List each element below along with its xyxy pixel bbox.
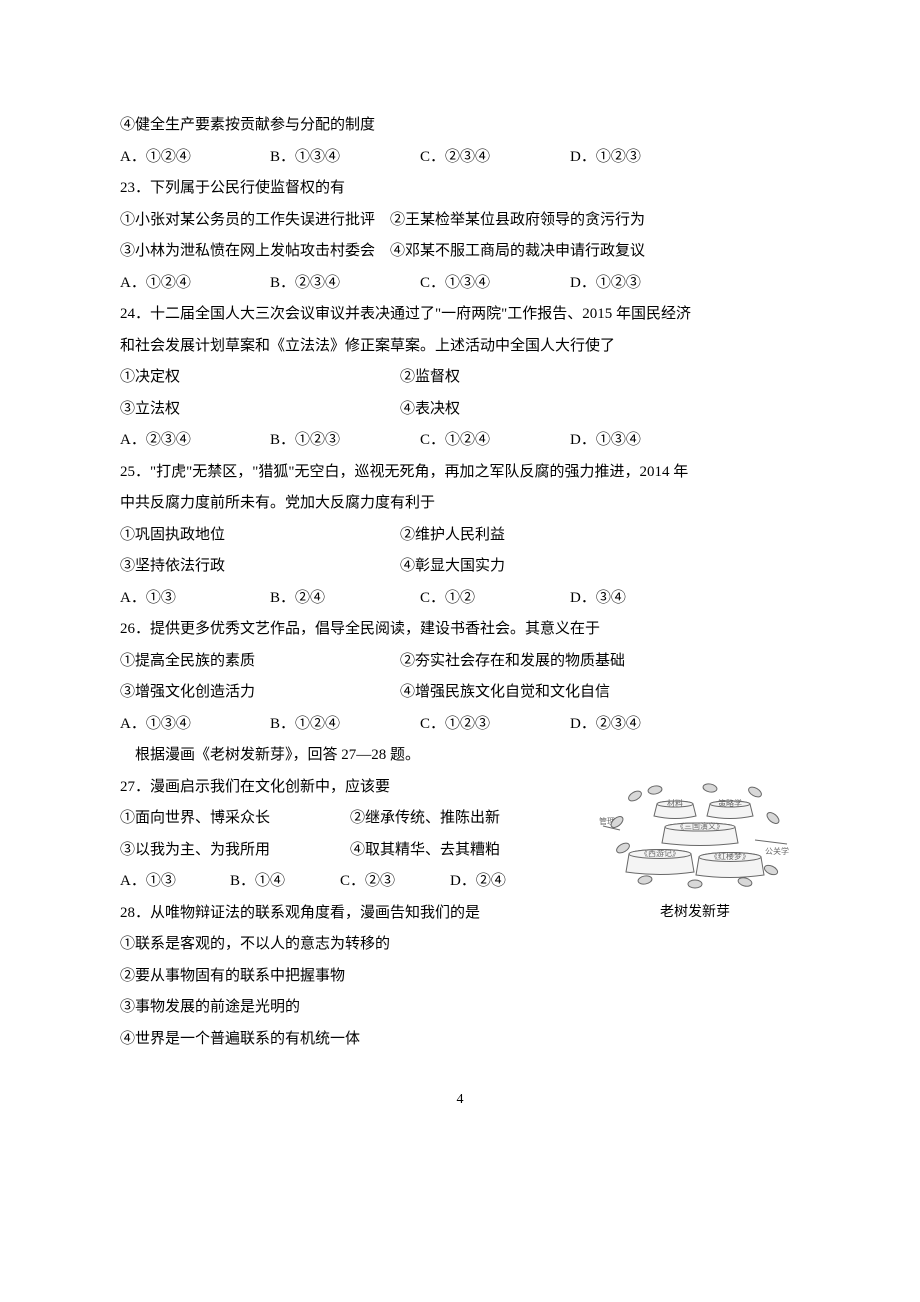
svg-text:策略学: 策略学 xyxy=(718,798,742,808)
q24-optD[interactable]: D．①③④ xyxy=(570,425,720,457)
cartoon-figure: 材料策略学管理学《三国演义》公关学《西游记》《红楼梦》 老树发新芽 xyxy=(590,772,800,927)
q27-c4: ④取其精华、去其糟粕 xyxy=(350,835,500,867)
q24-c4: ④表决权 xyxy=(400,394,460,426)
svg-text:《三国演义》: 《三国演义》 xyxy=(676,821,724,831)
q27-c3: ③以我为主、为我所用 xyxy=(120,835,350,867)
q26-c4: ④增强民族文化自觉和文化自信 xyxy=(400,677,610,709)
q23-line2: ③小林为泄私愤在网上发帖攻击村委会 ④邓某不服工商局的裁决申请行政复议 xyxy=(120,236,800,268)
q24-stem1: 24．十二届全国人大三次会议审议并表决通过了"一府两院"工作报告、2015 年国… xyxy=(120,299,800,331)
q23-optA[interactable]: A．①②④ xyxy=(120,268,270,300)
cartoon-caption: 老树发新芽 xyxy=(590,898,800,927)
q28-c4: ④世界是一个普遍联系的有机统一体 xyxy=(120,1024,800,1056)
q22-optD[interactable]: D．①②③ xyxy=(570,142,720,174)
q24-c2: ②监督权 xyxy=(400,362,460,394)
q24-optA[interactable]: A．②③④ xyxy=(120,425,270,457)
q24-stem2: 和社会发展计划草案和《立法法》修正案草案。上述活动中全国人大行使了 xyxy=(120,331,800,363)
q26-options: A．①③④ B．①②④ C．①②③ D．②③④ xyxy=(120,709,800,741)
context-2728: 根据漫画《老树发新芽》，回答 27—28 题。 xyxy=(120,740,800,772)
q24-c1: ①决定权 xyxy=(120,362,400,394)
q27-c2: ②继承传统、推陈出新 xyxy=(350,803,500,835)
q26-c2: ②夯实社会存在和发展的物质基础 xyxy=(400,646,625,678)
q25-optC[interactable]: C．①② xyxy=(420,583,570,615)
q22-optC[interactable]: C．②③④ xyxy=(420,142,570,174)
q26-c3: ③增强文化创造活力 xyxy=(120,677,400,709)
q22-optB[interactable]: B．①③④ xyxy=(270,142,420,174)
q22-optA[interactable]: A．①②④ xyxy=(120,142,270,174)
svg-text:《西游记》: 《西游记》 xyxy=(640,848,680,858)
q25-stem1: 25．"打虎"无禁区，"猎狐"无空白，巡视无死角，再加之军队反腐的强力推进，20… xyxy=(120,457,800,489)
q26-stem: 26．提供更多优秀文艺作品，倡导全民阅读，建设书香社会。其意义在于 xyxy=(120,614,800,646)
q27-optA[interactable]: A．①③ xyxy=(120,866,230,898)
q25-options: A．①③ B．②④ C．①② D．③④ xyxy=(120,583,800,615)
q23-stem: 23．下列属于公民行使监督权的有 xyxy=(120,173,800,205)
q25-optD[interactable]: D．③④ xyxy=(570,583,720,615)
q23-optD[interactable]: D．①②③ xyxy=(570,268,720,300)
page-number: 4 xyxy=(120,1085,800,1114)
q26-optA[interactable]: A．①③④ xyxy=(120,709,270,741)
q26-optC[interactable]: C．①②③ xyxy=(420,709,570,741)
q27-c1: ①面向世界、博采众长 xyxy=(120,803,350,835)
q27-options: A．①③ B．①④ C．②③ D．②④ xyxy=(120,866,590,898)
q23-optB[interactable]: B．②③④ xyxy=(270,268,420,300)
q23-line1: ①小张对某公务员的工作失误进行批评 ②王某检举某位县政府领导的贪污行为 xyxy=(120,205,800,237)
q23-options: A．①②④ B．②③④ C．①③④ D．①②③ xyxy=(120,268,800,300)
q25-c3: ③坚持依法行政 xyxy=(120,551,400,583)
q23-optC[interactable]: C．①③④ xyxy=(420,268,570,300)
q25-optA[interactable]: A．①③ xyxy=(120,583,270,615)
q25-stem2: 中共反腐力度前所未有。党加大反腐力度有利于 xyxy=(120,488,800,520)
q28-stem: 28．从唯物辩证法的联系观角度看，漫画告知我们的是 xyxy=(120,898,590,930)
q27-stem: 27．漫画启示我们在文化创新中，应该要 xyxy=(120,772,590,804)
q27-optC[interactable]: C．②③ xyxy=(340,866,450,898)
svg-text:材料: 材料 xyxy=(667,798,683,808)
q28-c2: ②要从事物固有的联系中把握事物 xyxy=(120,961,800,993)
q22-options: A．①②④ B．①③④ C．②③④ D．①②③ xyxy=(120,142,800,174)
q24-optC[interactable]: C．①②④ xyxy=(420,425,570,457)
q22-item4: ④健全生产要素按贡献参与分配的制度 xyxy=(120,110,800,142)
q24-optB[interactable]: B．①②③ xyxy=(270,425,420,457)
q24-c3: ③立法权 xyxy=(120,394,400,426)
q25-c4: ④彰显大国实力 xyxy=(400,551,505,583)
q24-options: A．②③④ B．①②③ C．①②④ D．①③④ xyxy=(120,425,800,457)
q25-c2: ②维护人民利益 xyxy=(400,520,505,552)
q25-c1: ①巩固执政地位 xyxy=(120,520,400,552)
svg-text:《红楼梦》: 《红楼梦》 xyxy=(710,851,750,861)
q25-optB[interactable]: B．②④ xyxy=(270,583,420,615)
svg-text:公关学: 公关学 xyxy=(765,846,789,856)
q26-c1: ①提高全民族的素质 xyxy=(120,646,400,678)
q28-c3: ③事物发展的前途是光明的 xyxy=(120,992,800,1024)
q26-optD[interactable]: D．②③④ xyxy=(570,709,720,741)
q27-optD[interactable]: D．②④ xyxy=(450,866,560,898)
q26-optB[interactable]: B．①②④ xyxy=(270,709,420,741)
q27-optB[interactable]: B．①④ xyxy=(230,866,340,898)
q28-c1: ①联系是客观的，不以人的意志为转移的 xyxy=(120,929,800,961)
